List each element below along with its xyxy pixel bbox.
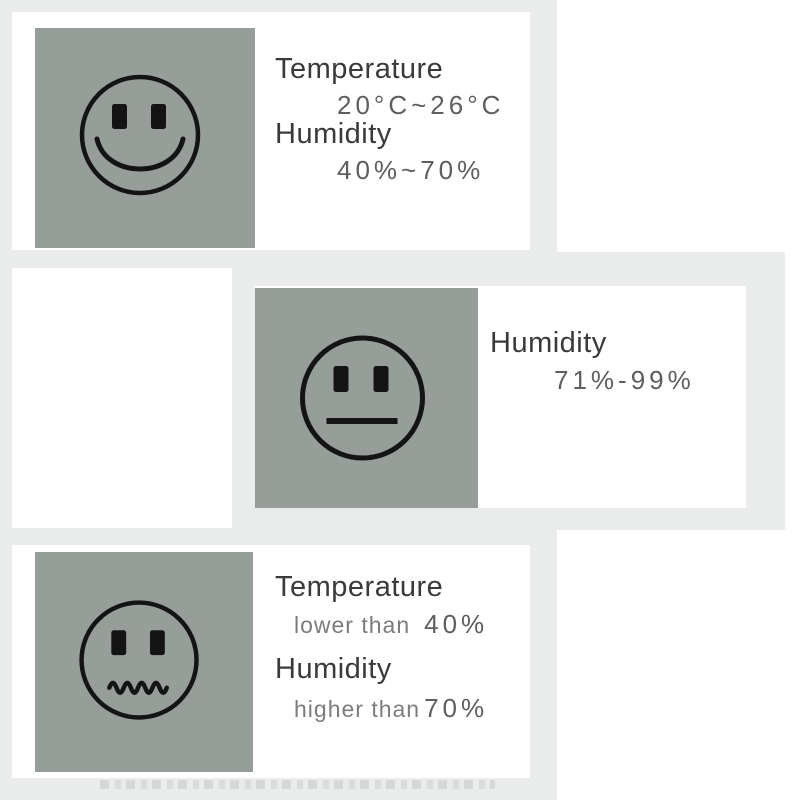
temperature-label: Temperature (275, 571, 444, 603)
temperature-condition-prefix: lower than (294, 612, 411, 638)
temperature-condition-value: 40% (424, 609, 489, 639)
neutral-face-icon (300, 335, 425, 461)
humidity-label: Humidity (275, 653, 392, 685)
cropped-caption-remnant (100, 780, 495, 789)
humidity-range: 71%-99% (554, 365, 695, 395)
temperature-condition: lower than 40% (294, 610, 488, 639)
happy-face-box (35, 28, 255, 248)
humidity-label: Humidity (275, 118, 392, 150)
happy-face-icon (79, 74, 201, 196)
temperature-range: 20°C~26°C (337, 90, 505, 120)
humidity-label: Humidity (490, 327, 607, 359)
humidity-range: 40%~70% (337, 155, 485, 185)
wavy-mouth-face-icon (79, 600, 199, 720)
wavy-mouth-face-box (35, 552, 253, 772)
humidity-condition: higher than 70% (294, 694, 488, 723)
neutral-face-box (255, 288, 478, 508)
temperature-label: Temperature (275, 53, 444, 85)
humidity-condition-value: 70% (424, 693, 489, 723)
humidity-condition-prefix: higher than (294, 696, 421, 722)
